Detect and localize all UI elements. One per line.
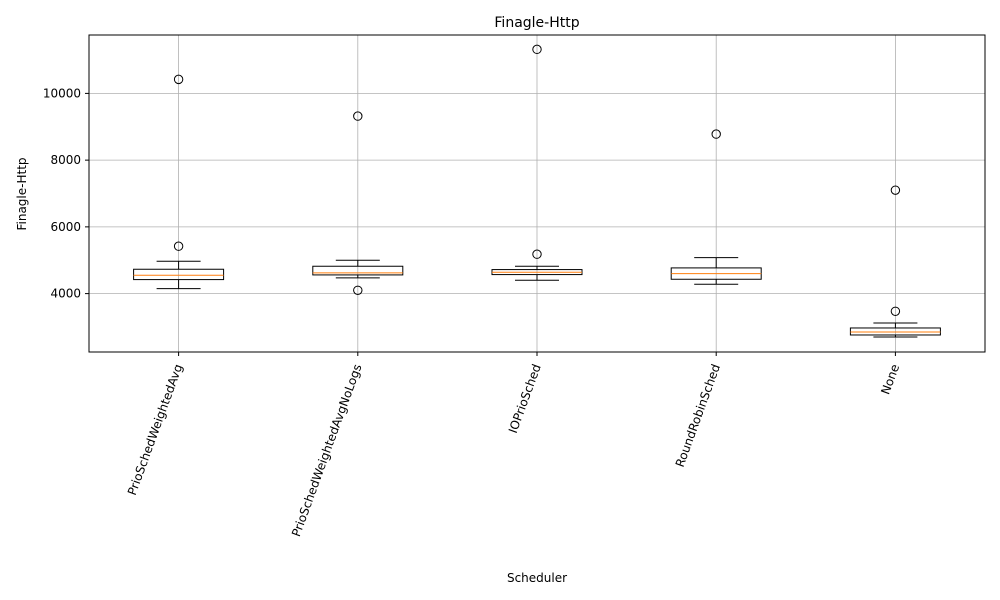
- box-4: [849, 185, 941, 338]
- outlier-point: [711, 129, 721, 139]
- outlier-point: [532, 249, 542, 259]
- chart-title: Finagle-Http: [494, 15, 579, 31]
- box-layer: [133, 44, 941, 338]
- grid-layer: [89, 35, 985, 352]
- y-tick-label: 6000: [50, 220, 81, 234]
- y-tick-label: 8000: [50, 153, 81, 167]
- outlier-point: [353, 111, 363, 121]
- outlier-point: [890, 306, 901, 316]
- outlier-point: [173, 241, 184, 251]
- outlier-point: [532, 44, 542, 55]
- outlier-point: [173, 74, 184, 85]
- box-1: [312, 111, 404, 295]
- box-iqr: [133, 268, 225, 281]
- outlier-point: [890, 185, 901, 195]
- box-0: [133, 74, 225, 290]
- y-axis-label: Finagle-Http: [15, 157, 29, 230]
- box-iqr: [849, 327, 941, 336]
- box-2: [491, 44, 583, 281]
- y-tick-label: 4000: [50, 287, 81, 301]
- box-3: [670, 129, 762, 285]
- box-iqr: [312, 265, 404, 276]
- outlier-point: [353, 285, 363, 295]
- y-tick-label: 10000: [43, 86, 81, 100]
- x-axis-label: Scheduler: [507, 571, 567, 585]
